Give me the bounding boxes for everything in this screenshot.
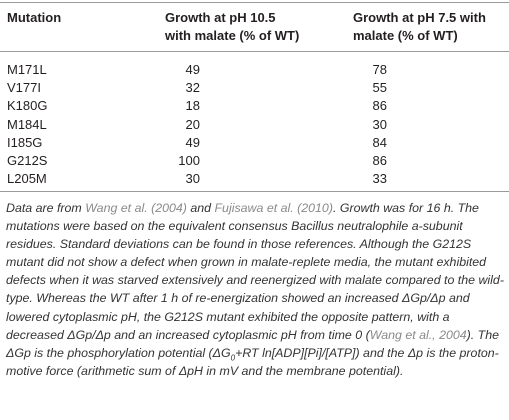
footnote: Data are from Wang et al. (2004) and Fuj…	[6, 199, 506, 380]
table-cell: 30	[185, 171, 200, 187]
footnote-text: . Growth was for 16 h. The mutations wer…	[6, 201, 504, 342]
citation-link[interactable]: Wang et al., 2004	[369, 327, 467, 342]
table-cell: 49	[185, 62, 200, 77]
table-cell: 32	[185, 80, 200, 96]
table-cell: 49	[185, 134, 200, 150]
table-cell: 86	[372, 153, 387, 168]
table-cell: 55	[372, 80, 387, 96]
top-rule	[0, 2, 509, 3]
table-cell: I185G	[7, 134, 43, 150]
table-cell: M171L	[7, 62, 47, 77]
table-cell: 78	[372, 62, 387, 77]
header-cell: Mutation	[7, 10, 62, 25]
footnote-text: ). The ΔGp is the phosphorylation potent…	[6, 327, 500, 360]
table-cell: L205M	[7, 171, 47, 187]
table-cell: 18	[185, 98, 200, 114]
table-cell: 33	[372, 171, 387, 187]
citation-link[interactable]: Fujisawa et al. (2010)	[214, 201, 333, 215]
table-cell: 30	[372, 116, 387, 132]
footnote-text: +RT ln[ADP][Pi]/[ATP]) and the Δp is the…	[6, 345, 499, 378]
header-rule	[0, 51, 509, 52]
table-cell: M184L	[7, 116, 47, 132]
footnote-text: and	[186, 201, 215, 215]
subscript: 0	[230, 353, 236, 363]
table-cell: 84	[372, 134, 387, 150]
bottom-rule	[0, 191, 509, 192]
header-cell: malate (% of WT)	[353, 28, 458, 43]
table-cell: K180G	[7, 98, 48, 114]
header-cell: Growth at pH 10.5	[165, 10, 276, 25]
citation-link[interactable]: Wang et al. (2004)	[85, 201, 187, 215]
header-cell: with malate (% of WT)	[165, 28, 300, 43]
footnote-text: Data are from	[6, 201, 86, 215]
table-cell: V177I	[7, 80, 41, 96]
table-cell: G212S	[7, 153, 48, 168]
table-cell: 86	[372, 98, 387, 114]
table-cell: 100	[178, 153, 200, 168]
header-cell: Growth at pH 7.5 with	[353, 10, 486, 25]
table-cell: 20	[185, 116, 200, 132]
